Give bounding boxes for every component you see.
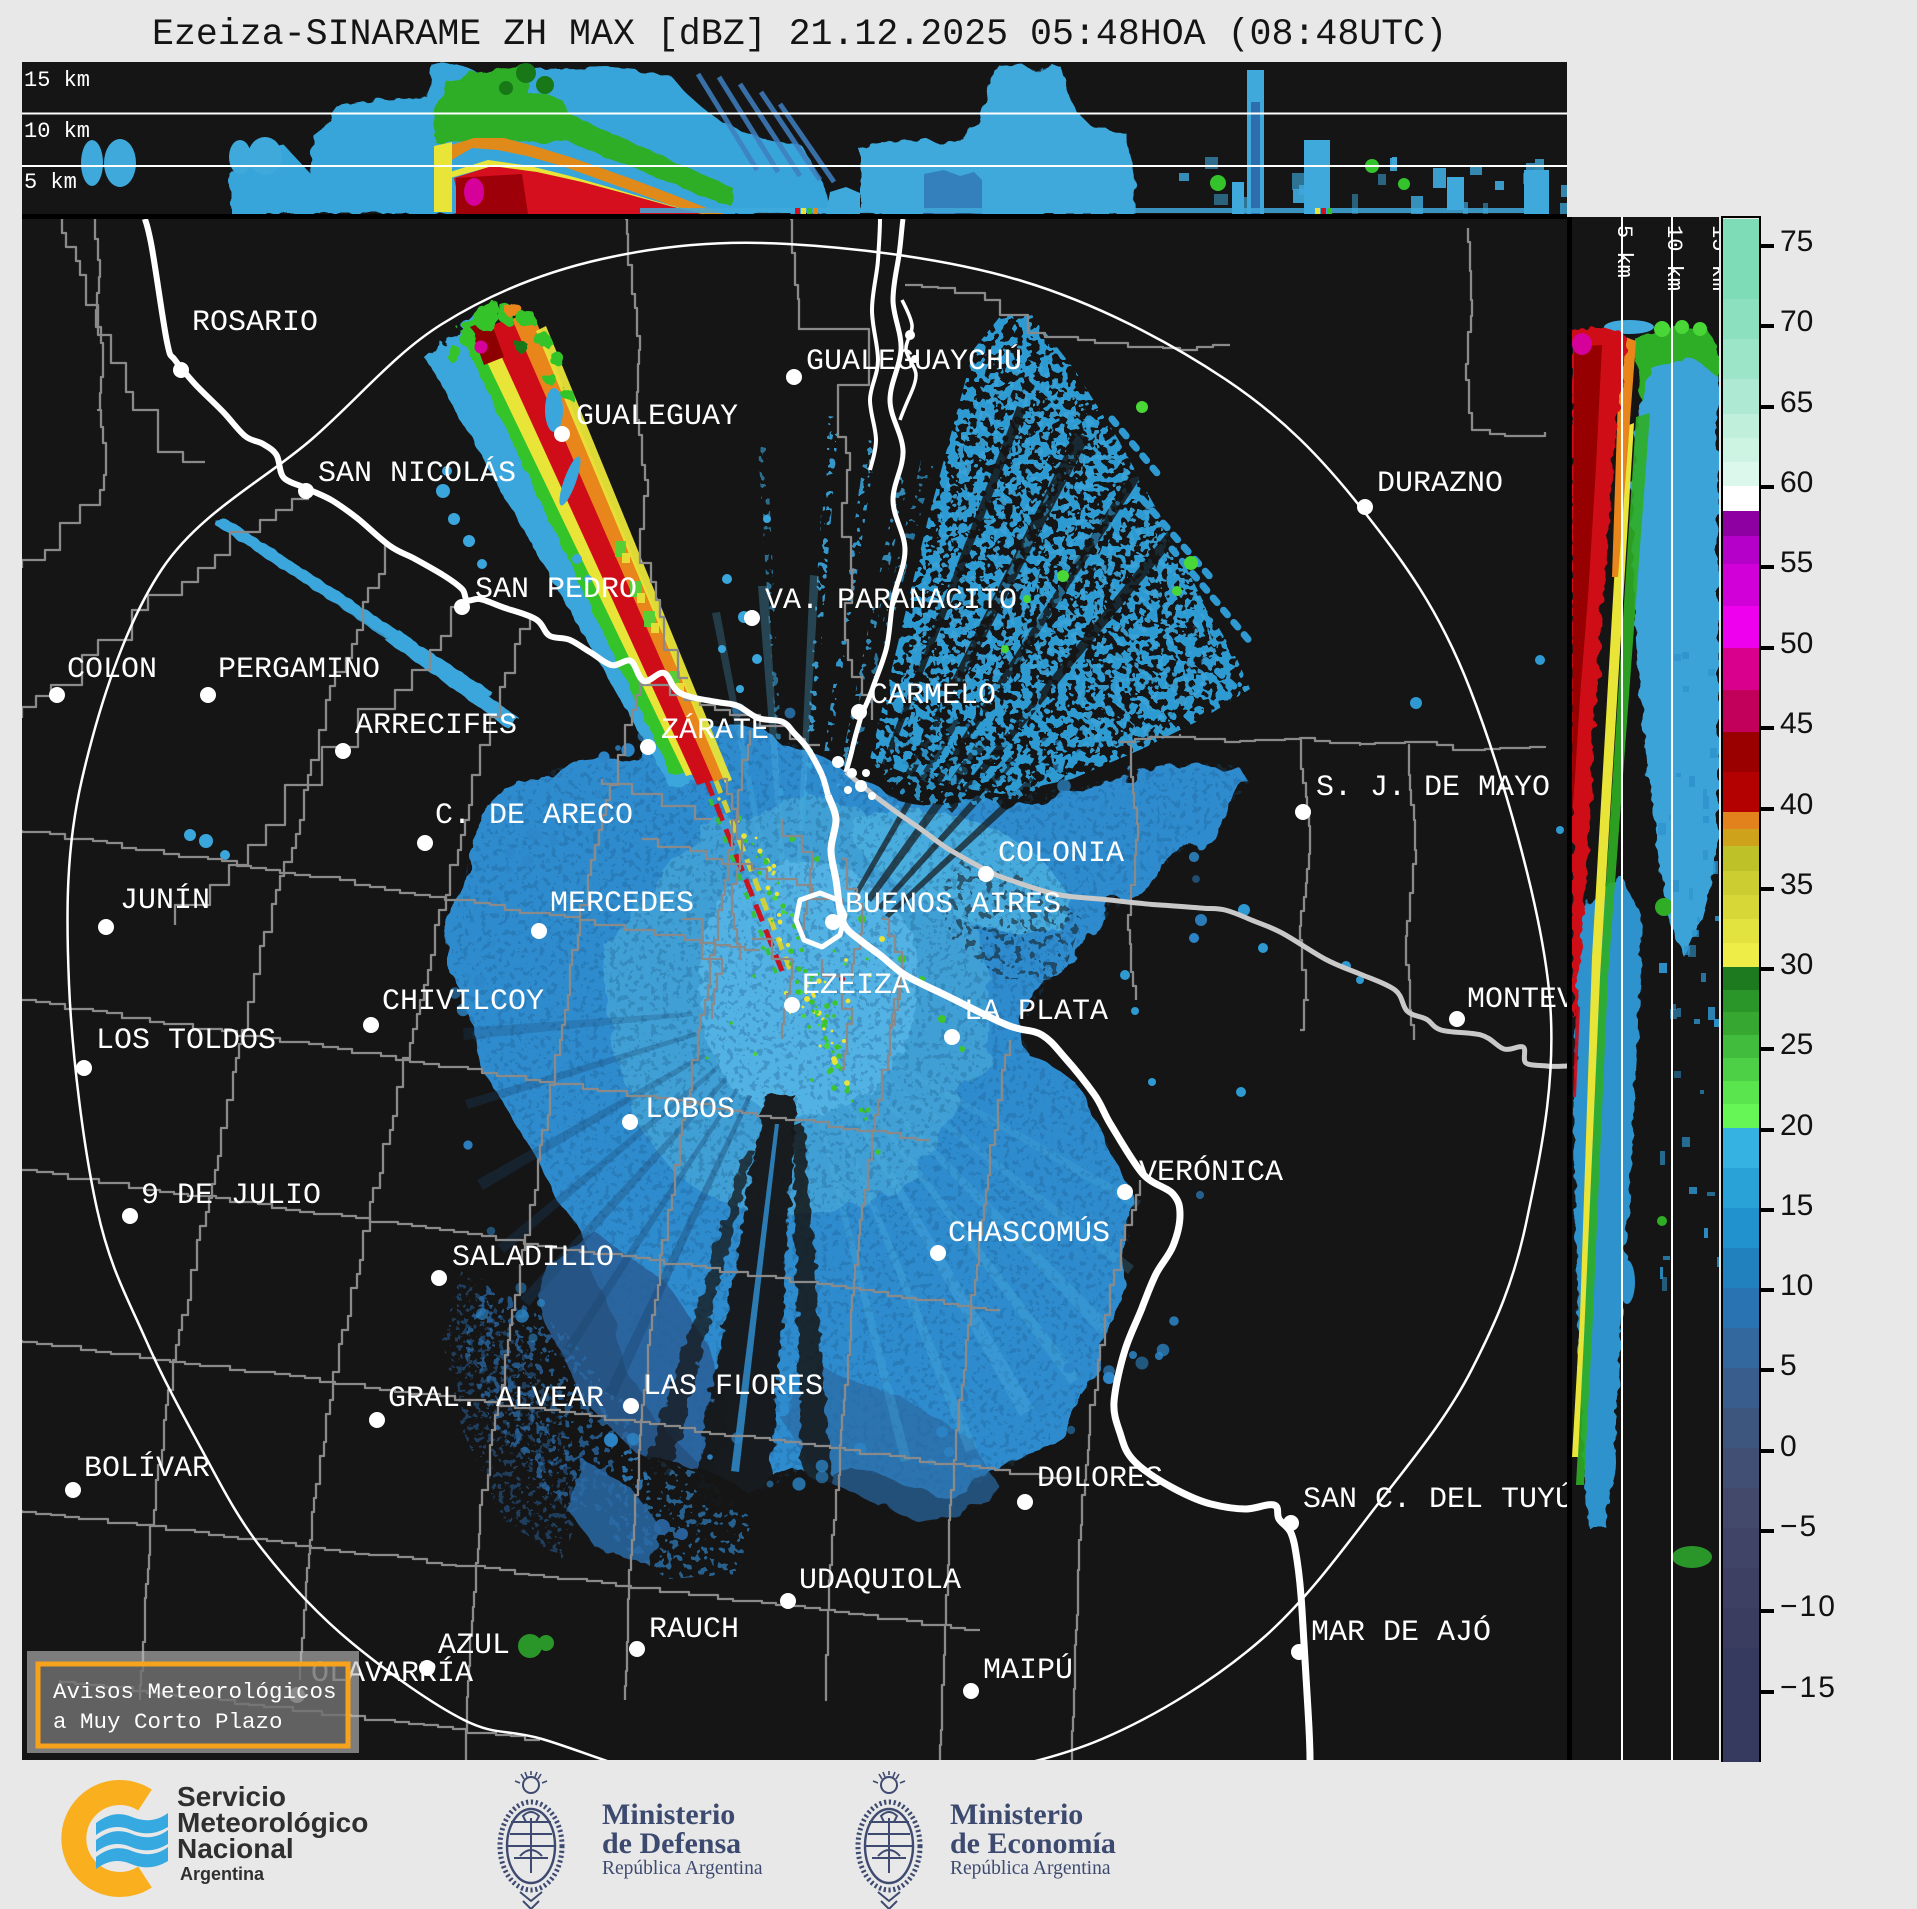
svg-text:10 km: 10 km [24, 119, 90, 144]
svg-text:Avisos Meteorológicos: Avisos Meteorológicos [53, 1679, 337, 1705]
svg-text:15 km: 15 km [1706, 225, 1719, 291]
svg-text:JUNÍN: JUNÍN [120, 883, 210, 918]
svg-text:DOLORES: DOLORES [1037, 1462, 1163, 1496]
svg-text:SAN C. DEL TUYÚ: SAN C. DEL TUYÚ [1303, 1482, 1567, 1517]
svg-text:SALADILLO: SALADILLO [452, 1241, 614, 1275]
svg-text:5 km: 5 km [1611, 225, 1636, 278]
svg-text:SAN NICOLÁS: SAN NICOLÁS [318, 456, 516, 491]
svg-text:MERCEDES: MERCEDES [550, 887, 694, 921]
svg-text:10 km: 10 km [1661, 225, 1686, 291]
svg-text:a Muy Corto Plazo: a Muy Corto Plazo [53, 1709, 283, 1735]
svg-text:ARRECIFES: ARRECIFES [355, 709, 517, 743]
svg-text:EZEIZA: EZEIZA [802, 969, 910, 1003]
svg-text:RAUCH: RAUCH [649, 1613, 739, 1647]
svg-text:CHASCOMÚS: CHASCOMÚS [948, 1216, 1110, 1251]
svg-text:UDAQUIOLA: UDAQUIOLA [799, 1564, 961, 1598]
svg-text:PERGAMINO: PERGAMINO [218, 653, 380, 687]
svg-text:CARMELO: CARMELO [870, 679, 996, 713]
svg-text:DURAZNO: DURAZNO [1377, 467, 1503, 501]
svg-text:MONTEVIDEO: MONTEVIDEO [1467, 983, 1567, 1017]
svg-text:LA PLATA: LA PLATA [964, 995, 1108, 1029]
svg-text:ZÁRATE: ZÁRATE [661, 713, 769, 748]
svg-text:CHIVILCOY: CHIVILCOY [382, 985, 544, 1019]
svg-text:BOLÍVAR: BOLÍVAR [84, 1451, 210, 1486]
svg-text:SAN PEDRO: SAN PEDRO [475, 573, 637, 607]
svg-text:5 km: 5 km [24, 170, 77, 195]
svg-text:9 DE JULIO: 9 DE JULIO [141, 1179, 321, 1213]
svg-text:COLONIA: COLONIA [998, 837, 1124, 871]
svg-text:GRAL. ALVEAR: GRAL. ALVEAR [388, 1382, 604, 1416]
svg-text:LOBOS: LOBOS [645, 1093, 735, 1127]
svg-text:LOS TOLDOS: LOS TOLDOS [96, 1024, 276, 1058]
svg-text:BUENOS AIRES: BUENOS AIRES [845, 888, 1061, 922]
svg-text:GUALEGUAY: GUALEGUAY [576, 400, 738, 434]
svg-text:AZUL: AZUL [438, 1629, 510, 1663]
svg-text:S. J. DE MAYO: S. J. DE MAYO [1316, 771, 1550, 805]
svg-text:LAS FLORES: LAS FLORES [643, 1370, 823, 1404]
svg-text:15 km: 15 km [24, 68, 90, 93]
svg-text:GUALEGUAYCHÚ: GUALEGUAYCHÚ [806, 344, 1022, 379]
svg-text:VA. PARANACITO: VA. PARANACITO [765, 584, 1017, 618]
svg-text:COLON: COLON [67, 653, 157, 687]
svg-text:VERÓNICA: VERÓNICA [1139, 1155, 1283, 1190]
svg-text:C. DE ARECO: C. DE ARECO [435, 799, 633, 833]
svg-text:MAIPÚ: MAIPÚ [983, 1653, 1073, 1688]
svg-text:MAR DE AJÓ: MAR DE AJÓ [1311, 1615, 1491, 1650]
svg-text:ROSARIO: ROSARIO [192, 306, 318, 340]
